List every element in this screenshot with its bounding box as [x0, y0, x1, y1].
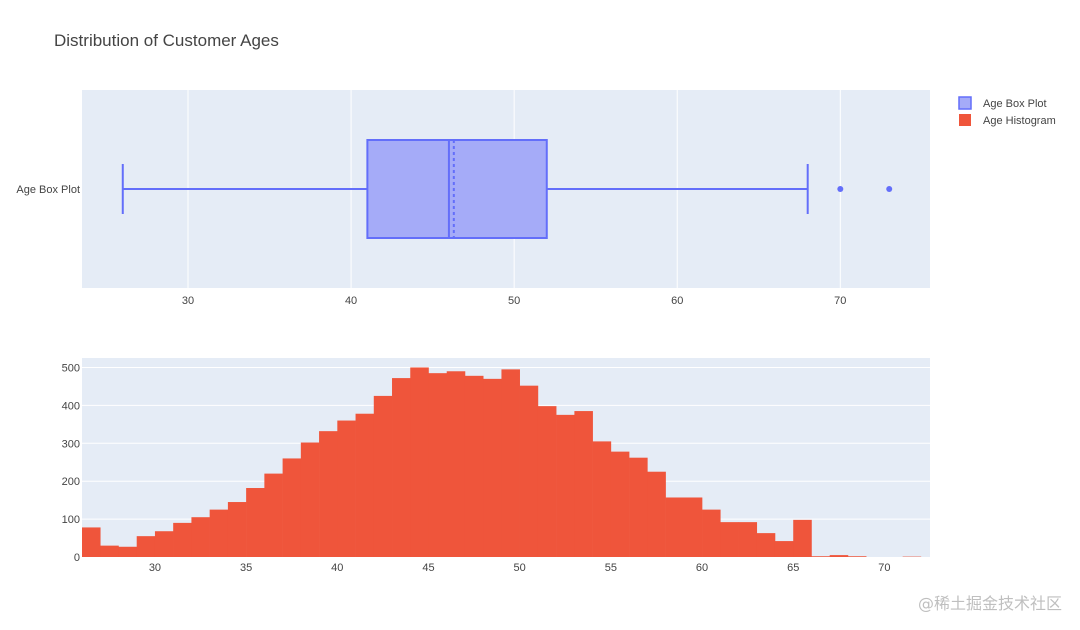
histogram-bar — [702, 509, 721, 557]
histogram-y-tick-label: 100 — [62, 514, 80, 526]
box-x-tick-label: 70 — [834, 295, 846, 307]
histogram-x-tick-label: 30 — [149, 562, 161, 574]
histogram-x-tick-label: 55 — [605, 562, 617, 574]
histogram-bar — [592, 441, 612, 557]
box-x-tick-label: 30 — [182, 295, 194, 307]
histogram-bar — [683, 497, 703, 557]
legend-item-histogram[interactable]: Age Histogram — [959, 114, 1056, 127]
histogram-bar — [847, 556, 867, 557]
histogram-bar — [811, 556, 830, 557]
histogram-x-tick-label: 50 — [514, 562, 526, 574]
box-iqr — [366, 139, 548, 239]
histogram-bar — [756, 533, 776, 557]
histogram-bar — [665, 497, 685, 557]
histogram-bar — [173, 522, 192, 557]
histogram-bar — [720, 522, 739, 557]
histogram-bar — [82, 527, 101, 557]
histogram-bar — [556, 414, 575, 557]
histogram-bar — [300, 442, 320, 557]
box-outlier-point — [837, 186, 844, 192]
histogram-bar — [118, 546, 138, 557]
histogram-x-tick-label: 40 — [331, 562, 343, 574]
histogram-y-tick-label: 300 — [62, 438, 80, 450]
histogram-x-tick-label: 35 — [240, 562, 252, 574]
histogram-bar — [774, 541, 794, 557]
box-x-tick-label: 50 — [508, 295, 520, 307]
histogram-bar — [373, 395, 393, 557]
histogram-bar — [337, 420, 356, 557]
chart-title: Distribution of Customer Ages — [54, 31, 279, 50]
histogram-bar — [574, 411, 593, 557]
histogram-panel: 0 100 200 300 400 500 30 35 40 45 50 55 60 65 70 — [62, 358, 930, 574]
histogram-bar — [647, 471, 666, 557]
histogram-bar — [246, 488, 265, 557]
histogram-bar — [410, 367, 429, 557]
histogram-bar — [154, 531, 174, 557]
histogram-bar — [464, 375, 484, 557]
histogram-x-tick-label: 60 — [696, 562, 708, 574]
histogram-x-tick-label: 65 — [787, 562, 799, 574]
watermark: @稀土掘金技术社区 — [917, 594, 1062, 613]
histogram-bar — [136, 536, 156, 557]
box-x-tick-label: 40 — [345, 295, 357, 307]
histogram-bar — [501, 369, 520, 557]
histogram-y-tick-label: 200 — [62, 476, 80, 488]
box-category-label: Age Box Plot — [16, 184, 80, 196]
histogram-bar — [629, 457, 648, 557]
histogram-bar — [428, 373, 448, 557]
histogram-x-tick-label: 45 — [422, 562, 434, 574]
histogram-bar — [738, 522, 758, 557]
histogram-bar — [483, 378, 502, 557]
legend: Age Box Plot Age Histogram — [958, 96, 1056, 127]
histogram-bar — [100, 545, 119, 557]
histogram-y-tick-label: 400 — [62, 400, 80, 412]
box-outlier-point — [886, 186, 893, 192]
histogram-bar — [537, 406, 557, 557]
legend-item-box[interactable]: Age Box Plot — [958, 96, 1047, 110]
legend-label-box: Age Box Plot — [983, 98, 1047, 110]
histogram-bar — [355, 413, 375, 557]
histogram-bar — [209, 509, 229, 557]
histogram-bar — [446, 371, 466, 557]
histogram-x-tick-label: 70 — [878, 562, 890, 574]
histogram-bar — [227, 502, 247, 557]
histogram-bar — [793, 519, 812, 557]
box-plot-panel: 30 40 50 60 70 Age Box Plot — [16, 90, 930, 307]
histogram-y-tick-label: 500 — [62, 362, 80, 374]
box-x-tick-label: 60 — [671, 295, 683, 307]
histogram-y-tick-label: 0 — [74, 552, 80, 564]
histogram-bar — [319, 431, 338, 557]
histogram-bar — [282, 458, 302, 557]
legend-label-histogram: Age Histogram — [983, 115, 1056, 127]
histogram-bar — [392, 378, 411, 557]
legend-swatch-box — [958, 96, 972, 110]
histogram-bar — [829, 555, 849, 557]
histogram-bar — [264, 473, 283, 557]
legend-swatch-histogram — [959, 114, 971, 126]
histogram-bar — [519, 385, 539, 557]
histogram-bar — [191, 517, 210, 557]
histogram-bar — [610, 451, 630, 557]
